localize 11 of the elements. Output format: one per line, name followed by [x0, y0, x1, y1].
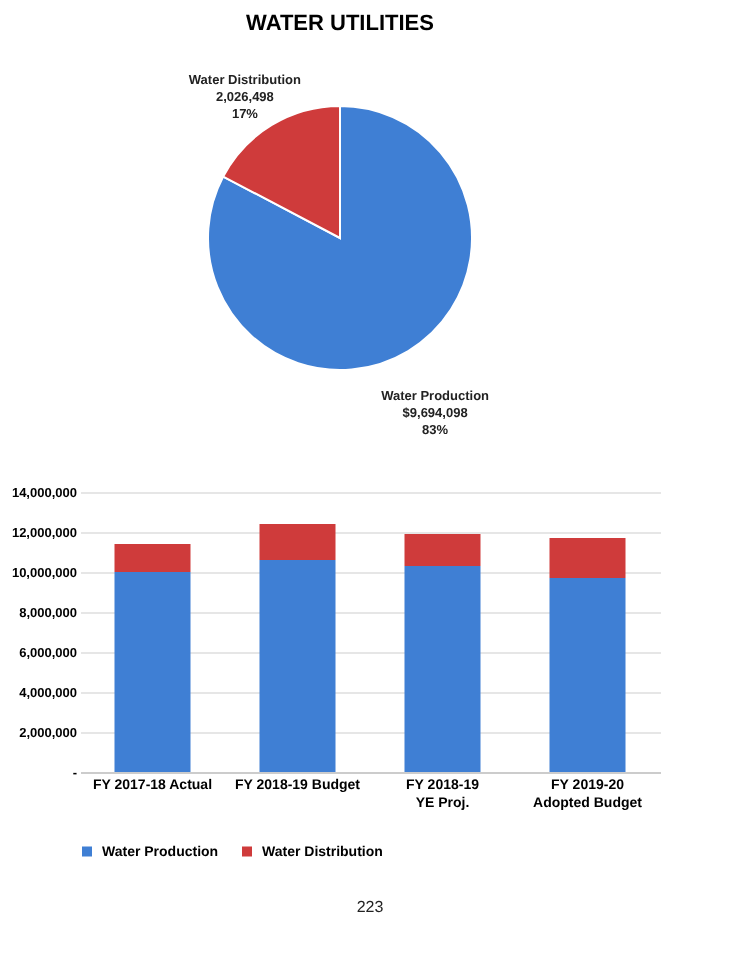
bar — [259, 560, 336, 772]
bar — [114, 544, 191, 572]
bar — [259, 524, 336, 560]
bar — [404, 566, 481, 772]
text: 223 — [354, 898, 386, 916]
pie-slice — [207, 105, 473, 371]
bar — [549, 578, 626, 772]
bar — [404, 534, 481, 566]
bar — [114, 572, 191, 772]
chart-title: WATER UTILITIES — [246, 12, 434, 36]
bar — [549, 538, 626, 578]
